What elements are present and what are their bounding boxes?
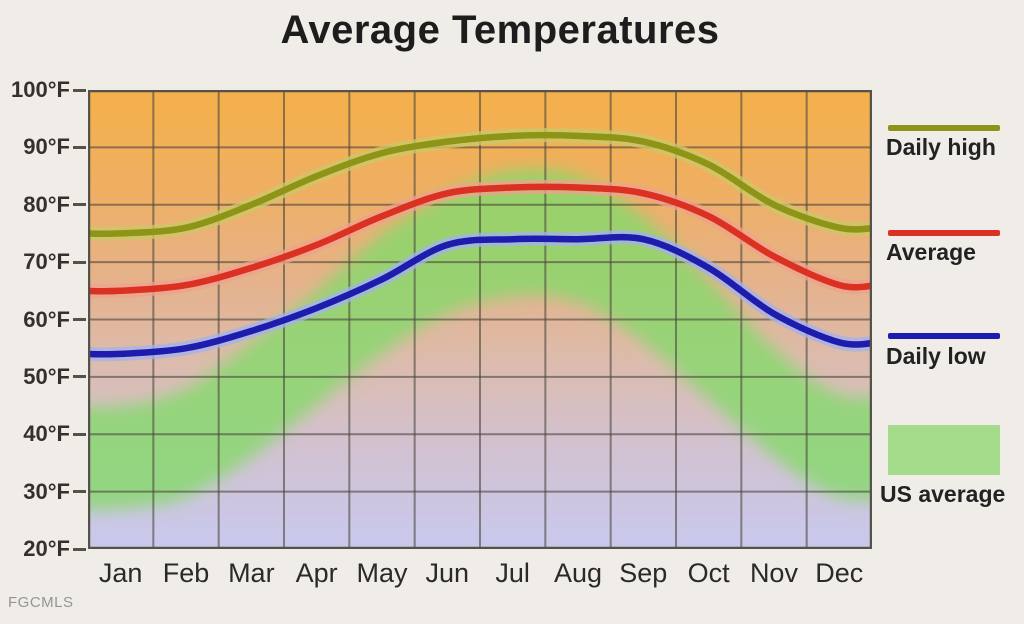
y-axis-tick-mark: [73, 490, 86, 494]
chart-title: Average Temperatures: [280, 8, 720, 52]
x-axis-tick-label: Jun: [425, 558, 470, 588]
legend-swatch-average: [888, 230, 1000, 236]
y-axis-tick-mark: [73, 88, 86, 92]
y-axis-tick-label: 100°F: [11, 77, 70, 102]
y-axis-tick-mark: [73, 145, 86, 149]
y-axis-tick-label: 70°F: [23, 249, 70, 275]
watermark: FGCMLS: [8, 594, 74, 611]
y-axis-tick-label: 20°F: [23, 536, 70, 561]
y-axis-tick-mark: [73, 260, 86, 264]
x-axis-tick-label: Jul: [495, 558, 530, 588]
x-axis-tick-label: Oct: [687, 558, 730, 588]
y-axis-tick-mark: [73, 547, 86, 551]
legend-label-daily-low: Daily low: [886, 343, 986, 369]
chart-legend: Daily high Average Daily low US average: [880, 0, 1022, 560]
y-axis-tick-label: 80°F: [23, 191, 70, 217]
y-axis-tick-mark: [73, 432, 86, 436]
y-axis-tick-label: 40°F: [23, 421, 70, 447]
y-axis-tick-label: 50°F: [23, 363, 70, 389]
y-axis-tick-mark: [73, 318, 86, 321]
x-axis-tick-label: Sep: [619, 558, 668, 588]
x-axis: Jan Feb Mar Apr May Jun Jul Aug Sep Oct …: [88, 557, 872, 589]
x-axis-tick-label: Nov: [749, 558, 798, 588]
x-axis-tick-label: Mar: [228, 558, 275, 588]
legend-label-us-average: US average: [880, 481, 1006, 507]
x-axis-tick-label: Aug: [553, 558, 602, 588]
x-axis-tick-label: Jan: [98, 558, 143, 588]
y-axis-tick-label: 90°F: [23, 134, 70, 160]
legend-swatch-daily-high: [888, 125, 1000, 131]
plot-area: [75, 89, 885, 550]
x-axis-tick-label: Feb: [162, 558, 210, 588]
x-axis-tick-label: Apr: [295, 558, 338, 588]
y-axis-tick-label: 30°F: [23, 478, 70, 504]
legend-swatch-daily-low: [888, 333, 1000, 339]
legend-swatch-us-average: [888, 425, 1000, 475]
legend-label-average: Average: [886, 239, 976, 265]
x-axis-tick-label: Dec: [815, 558, 864, 588]
y-axis-tick-mark: [73, 203, 86, 207]
x-axis-tick-label: May: [356, 558, 408, 588]
y-axis-tick-label: 60°F: [23, 306, 70, 332]
y-axis-tick-mark: [73, 375, 86, 379]
legend-label-daily-high: Daily high: [886, 134, 996, 160]
